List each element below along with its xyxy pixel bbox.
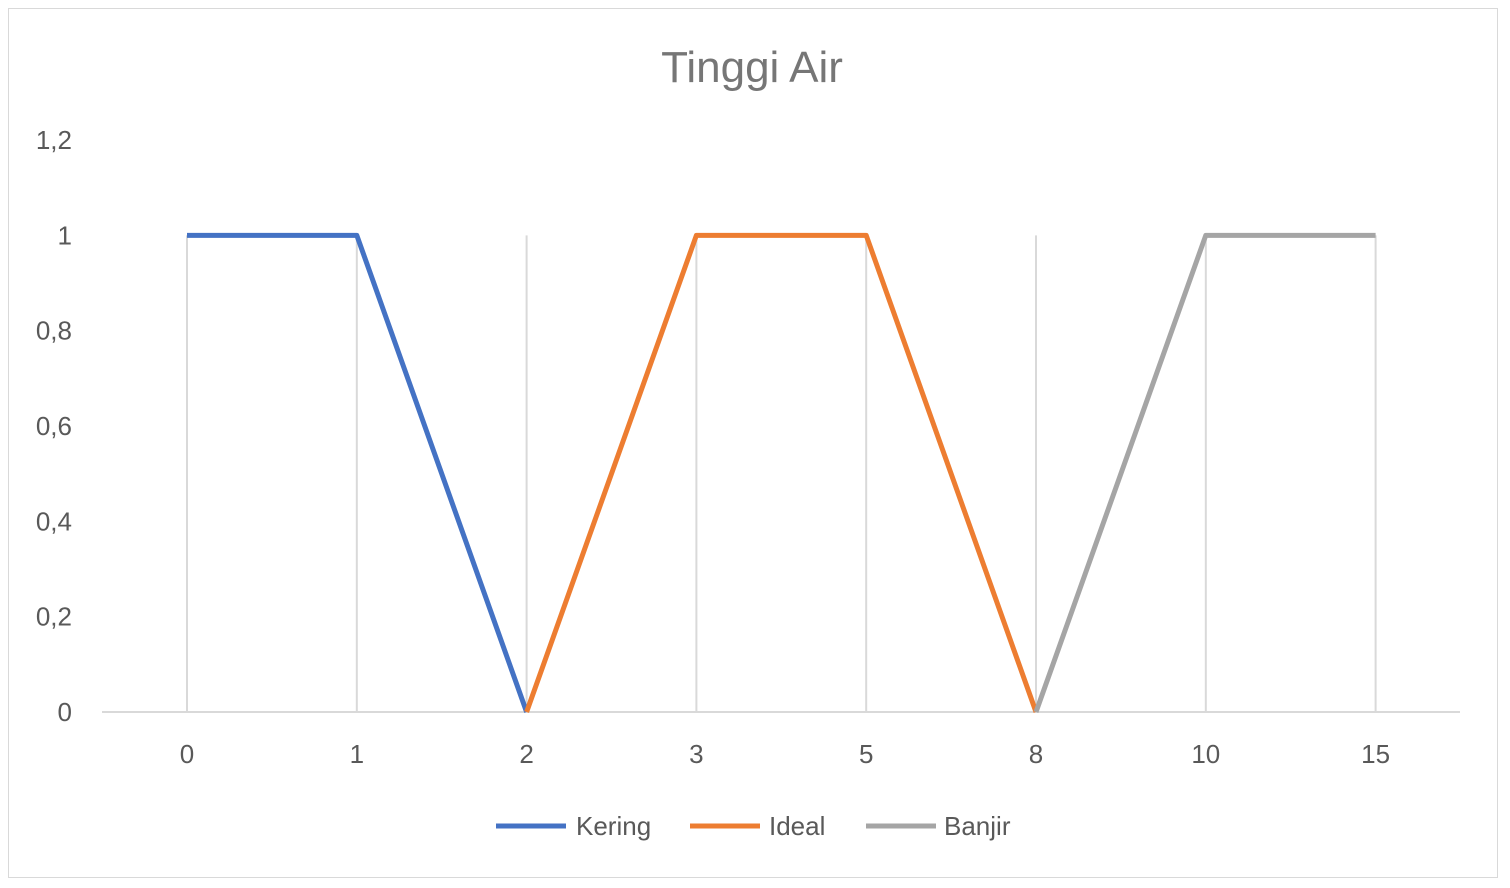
y-tick-label: 1,2 — [36, 125, 72, 155]
grid-lines — [186, 235, 1377, 712]
x-tick-label: 5 — [859, 739, 873, 769]
y-tick-label: 0,8 — [36, 316, 72, 346]
series-line-banjir — [1033, 232, 1376, 713]
chart-frame — [8, 8, 1498, 878]
legend-label-kering: Kering — [576, 811, 651, 841]
chart-title: Tinggi Air — [661, 43, 843, 92]
legend: Kering Ideal Banjir — [496, 811, 1011, 841]
x-tick-label: 0 — [180, 739, 194, 769]
y-tick-label: 0,2 — [36, 602, 72, 632]
x-tick-labels: 0 1 2 3 5 8 10 15 — [180, 739, 1390, 769]
y-tick-label: 1 — [58, 220, 72, 250]
x-tick-label: 8 — [1029, 739, 1043, 769]
x-tick-label: 2 — [519, 739, 533, 769]
series-line-kering — [187, 232, 529, 713]
legend-label-banjir: Banjir — [944, 811, 1011, 841]
x-tick-label: 3 — [689, 739, 703, 769]
y-tick-label: 0,6 — [36, 411, 72, 441]
y-tick-labels: 0 0,2 0,4 0,6 0,8 1 1,2 — [36, 125, 72, 727]
x-tick-label: 15 — [1361, 739, 1390, 769]
x-tick-label: 10 — [1191, 739, 1220, 769]
y-tick-label: 0,4 — [36, 506, 72, 536]
y-tick-label: 0 — [58, 697, 72, 727]
series-line-ideal — [524, 232, 1039, 713]
legend-label-ideal: Ideal — [769, 811, 825, 841]
series-lines — [187, 232, 1376, 713]
x-tick-label: 1 — [350, 739, 364, 769]
